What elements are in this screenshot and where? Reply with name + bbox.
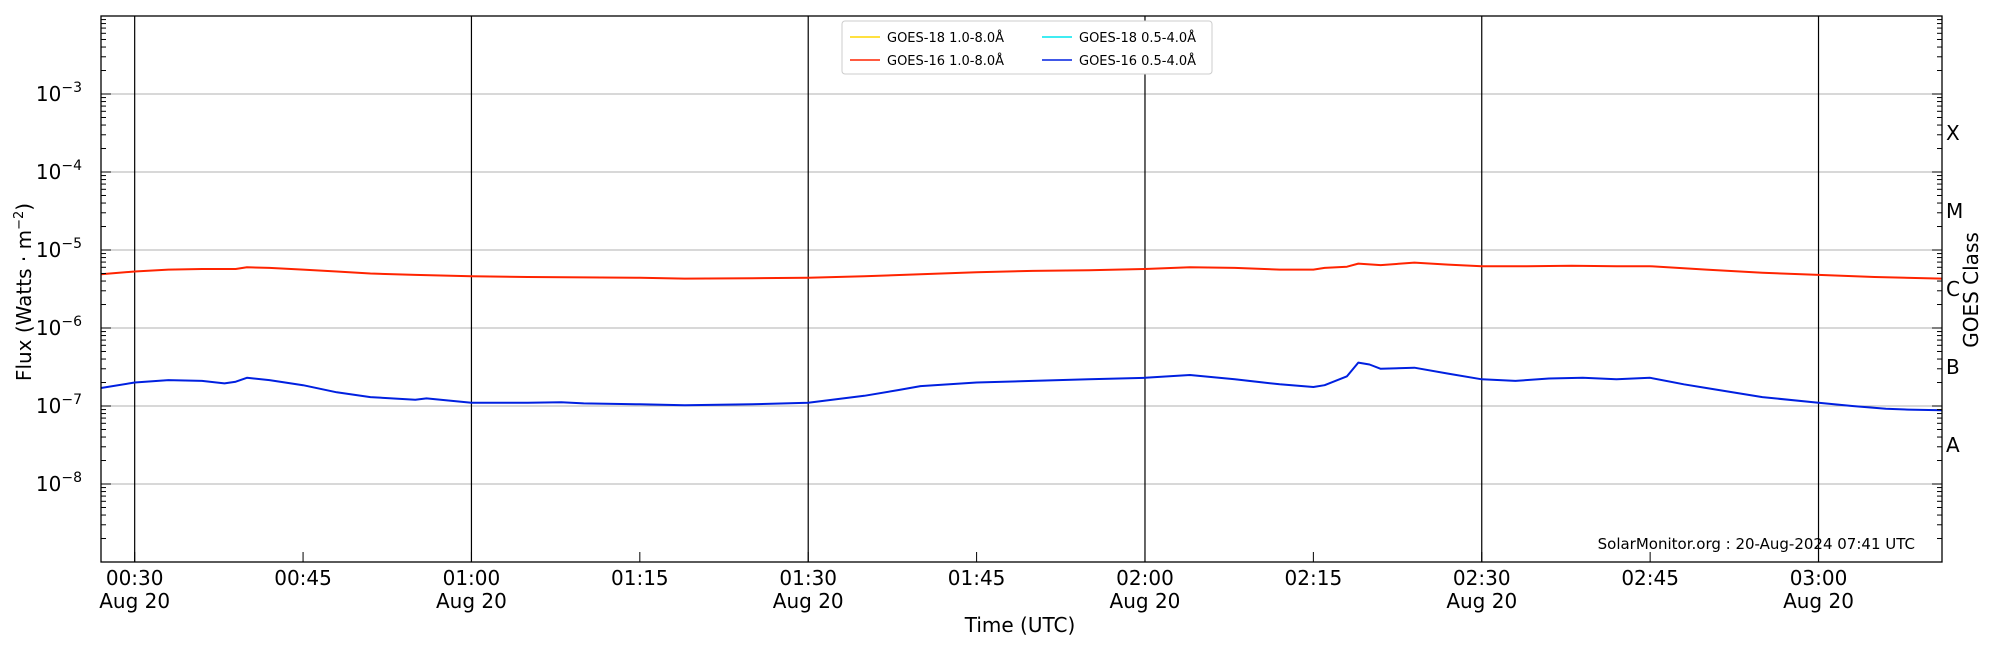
- x-tick-label: 01:00: [443, 566, 501, 590]
- x-tick-label: 00:45: [274, 566, 332, 590]
- legend-label: GOES-16 1.0-8.0Å: [887, 53, 1004, 69]
- x-tick-label: 02:30: [1453, 566, 1511, 590]
- y-axis-label-sup: −2: [12, 211, 27, 230]
- series-line: [100, 261, 1943, 280]
- y-tick-base: 10: [36, 160, 61, 184]
- series-lines: [100, 261, 1943, 412]
- y-tick-base: 10: [36, 238, 61, 262]
- y-axis-label-main: Flux (Watts · m: [12, 230, 36, 381]
- x-tick-label: 02:00: [1116, 566, 1174, 590]
- y-tick-exponent: −5: [61, 236, 82, 252]
- x-tick-date-label: Aug 20: [773, 589, 844, 613]
- y-tick-label: 10−3: [36, 80, 82, 106]
- legend-label: GOES-18 0.5-4.0Å: [1079, 30, 1196, 46]
- goes-class-label: B: [1946, 355, 1960, 379]
- x-tick-label: 01:30: [779, 566, 837, 590]
- y-tick-label: 10−8: [36, 470, 82, 496]
- goes-class-label: X: [1946, 121, 1960, 145]
- x-tick-label: 01:45: [948, 566, 1006, 590]
- legend-label: GOES-18 1.0-8.0Å: [887, 30, 1004, 46]
- x-tick-label: 02:45: [1621, 566, 1679, 590]
- y-tick-label: 10−6: [36, 314, 82, 340]
- goes-class-label: C: [1946, 277, 1960, 301]
- x-tick-date-label: Aug 20: [1783, 589, 1854, 613]
- chart-text: Time (UTC) SolarMonitor.org : 20-Aug-202…: [12, 203, 1983, 637]
- credit-text: SolarMonitor.org : 20-Aug-2024 07:41 UTC: [1598, 535, 1915, 553]
- series-line: [100, 361, 1943, 412]
- legend-label: GOES-16 0.5-4.0Å: [1079, 53, 1196, 69]
- x-tick-label: 02:15: [1285, 566, 1343, 590]
- y-axis-label: Flux (Watts · m−2): [12, 203, 36, 381]
- x-tick-label: 00:30: [106, 566, 164, 590]
- x-axis-label: Time (UTC): [964, 613, 1076, 637]
- day-vertical-lines: [134, 16, 1820, 562]
- y-tick-base: 10: [36, 316, 61, 340]
- x-tick-date-label: Aug 20: [1110, 589, 1181, 613]
- y-tick-exponent: −3: [61, 80, 82, 96]
- x-tick-label: 03:00: [1790, 566, 1848, 590]
- y-axis-label-close: ): [12, 203, 36, 211]
- y-tick-label: 10−4: [36, 158, 82, 184]
- y-tick-base: 10: [36, 394, 61, 418]
- y-tick-base: 10: [36, 472, 61, 496]
- grid-lines: [101, 93, 1942, 485]
- y-tick-exponent: −8: [61, 470, 82, 486]
- x-tick-date-label: Aug 20: [436, 589, 507, 613]
- x-tick-label: 01:15: [611, 566, 669, 590]
- legend: GOES-18 1.0-8.0Å GOES-18 0.5-4.0Å GOES-16 …: [841, 20, 1213, 75]
- goes-class-axis-label: GOES Class: [1959, 232, 1983, 348]
- y-tick-base: 10: [36, 82, 61, 106]
- legend-box: [841, 20, 1213, 75]
- goes-class-label: M: [1946, 199, 1963, 223]
- plot-frame: [100, 15, 1943, 563]
- x-tick-date-label: Aug 20: [1446, 589, 1517, 613]
- y-tick-exponent: −4: [61, 158, 82, 174]
- goes-class-label: A: [1946, 433, 1960, 457]
- x-tick-date-label: Aug 20: [99, 589, 170, 613]
- y-tick-label: 10−5: [36, 236, 82, 262]
- y-tick-exponent: −6: [61, 314, 82, 330]
- y-tick-label: 10−7: [36, 392, 82, 418]
- y-tick-exponent: −7: [61, 392, 82, 408]
